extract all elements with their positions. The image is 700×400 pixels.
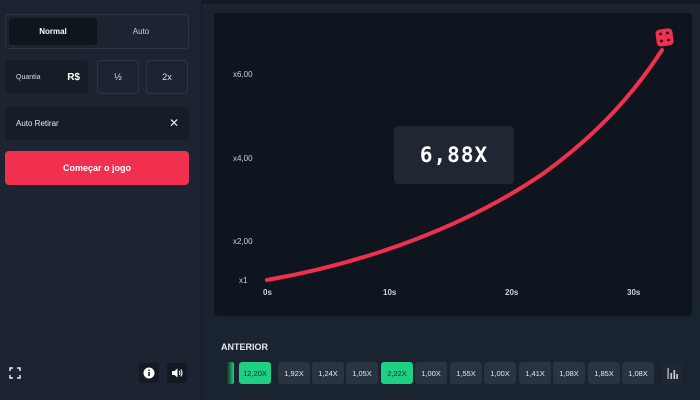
y-tick-label: x6,00	[233, 70, 253, 79]
auto-withdraw-label: Auto Retirar	[16, 118, 59, 128]
history-chip[interactable]: 1,55X	[450, 362, 482, 384]
half-bet-button[interactable]: ½	[97, 60, 139, 94]
x-tick-label: 20s	[505, 288, 519, 297]
history-chip[interactable]: 2,22X	[381, 362, 413, 384]
bet-amount-input[interactable]: Quantia R$	[5, 60, 88, 94]
x-tick-label: 0s	[263, 288, 272, 297]
y-tick-label: x4,00	[233, 154, 253, 163]
x-tick-label: 30s	[627, 288, 641, 297]
history-chip[interactable]: 1,08X	[622, 362, 654, 384]
y-tick-label: x2,00	[233, 237, 253, 246]
dice-icon	[655, 28, 674, 47]
bar-chart-icon	[667, 368, 678, 379]
history-fade	[226, 362, 234, 384]
auto-withdraw-field[interactable]: Auto Retirar ✕	[5, 106, 189, 140]
tab-normal[interactable]: Normal	[9, 18, 97, 45]
amount-label: Quantia	[16, 73, 41, 81]
stats-button[interactable]	[661, 362, 683, 384]
history-chip[interactable]: 1,24X	[312, 362, 344, 384]
mode-tabs: Normal Auto	[5, 14, 189, 49]
history-chip[interactable]: 1,08X	[553, 362, 585, 384]
tab-auto[interactable]: Auto	[132, 27, 150, 36]
history-chip[interactable]: 1,05X	[346, 362, 378, 384]
sound-button[interactable]	[167, 363, 187, 383]
currency-label: R$	[67, 71, 80, 83]
history-list: 12,20X 1,92X 1,24X 1,05X 2,22X 1,00X 1,5…	[226, 362, 690, 384]
info-icon	[143, 367, 155, 379]
current-multiplier: 6,88X	[394, 126, 514, 184]
speaker-icon	[171, 368, 183, 378]
start-game-button[interactable]: Começar o jogo	[5, 151, 189, 185]
fullscreen-icon	[9, 367, 21, 379]
history-chip[interactable]: 1,00X	[415, 362, 447, 384]
history-chip[interactable]: 1,92X	[278, 362, 310, 384]
bet-panel: Normal Auto Quantia R$ ½ 2x Auto Retirar…	[0, 0, 202, 400]
bet-amount-row: Quantia R$ ½ 2x	[5, 60, 189, 94]
top-strip	[0, 0, 700, 4]
history-chip[interactable]: 1,41X	[519, 362, 551, 384]
y-tick-label: x1	[239, 276, 248, 285]
close-icon[interactable]: ✕	[168, 116, 179, 130]
history-chip[interactable]: 1,00X	[484, 362, 516, 384]
fullscreen-button[interactable]	[5, 363, 25, 383]
history-chip[interactable]: 12,20X	[239, 362, 271, 384]
history-title: ANTERIOR	[221, 342, 268, 352]
multiplier-curve	[265, 48, 664, 282]
history-chip[interactable]: 1,85X	[588, 362, 620, 384]
x-tick-label: 10s	[383, 288, 397, 297]
double-bet-button[interactable]: 2x	[146, 60, 188, 94]
info-button[interactable]	[139, 363, 159, 383]
